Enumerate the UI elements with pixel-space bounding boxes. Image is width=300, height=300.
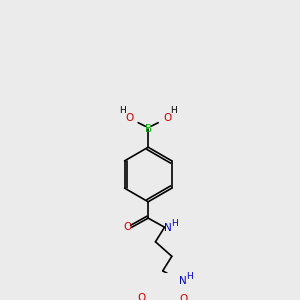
Text: B: B xyxy=(145,124,152,134)
Text: O: O xyxy=(179,294,188,300)
Text: H: H xyxy=(171,219,178,228)
Text: N: N xyxy=(179,276,187,286)
Text: O: O xyxy=(125,113,133,123)
Text: O: O xyxy=(138,293,146,300)
Text: H: H xyxy=(186,272,193,281)
Text: O: O xyxy=(163,113,171,123)
Text: N: N xyxy=(164,223,172,233)
Text: H: H xyxy=(170,106,177,116)
Text: H: H xyxy=(119,106,126,116)
Text: O: O xyxy=(123,222,131,232)
